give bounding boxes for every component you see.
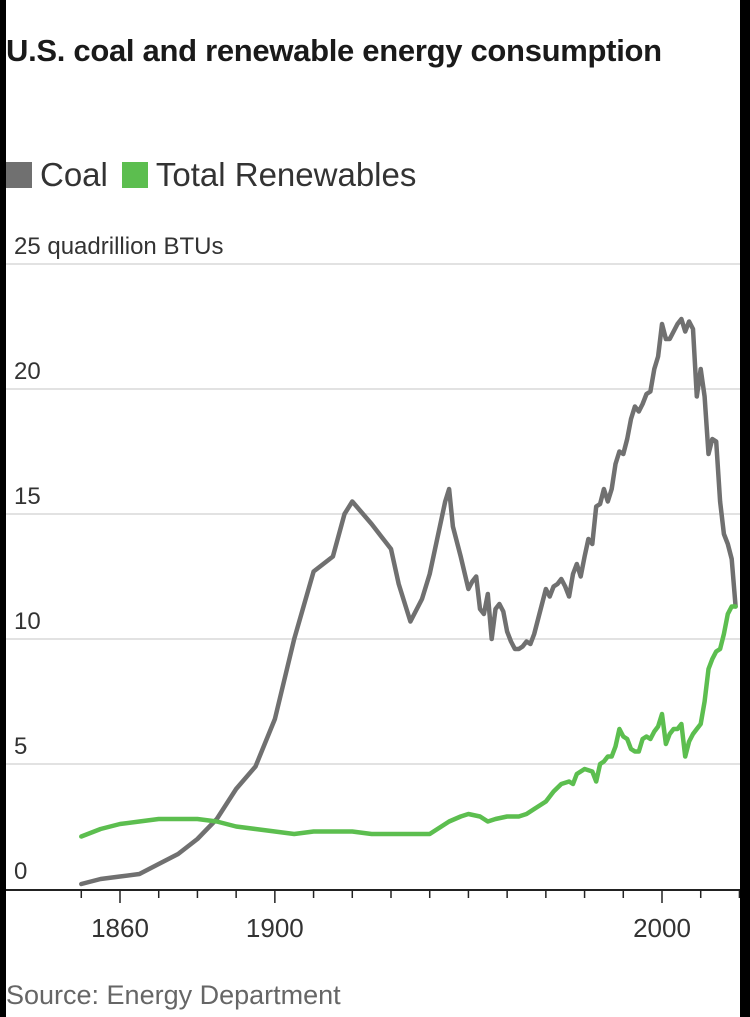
legend-item-renewables: Total Renewables <box>121 156 417 194</box>
legend-swatch-renewables <box>121 162 148 188</box>
legend-label-coal: Coal <box>40 156 108 193</box>
x-tick-label: 2000 <box>633 913 691 943</box>
chart-legend: Coal Total Renewables <box>6 152 430 198</box>
legend-label-renewables: Total Renewables <box>155 156 417 193</box>
line-chart: 0 5 10 15 20 25 quadrillion BTUs 1860 1900 2000 <box>6 233 740 943</box>
legend-swatch-coal <box>6 162 32 188</box>
y-tick-label: 10 <box>14 608 41 635</box>
x-tick-label: 1860 <box>91 913 149 943</box>
chart-source: Source: Energy Department <box>6 980 341 1010</box>
y-tick-label: 5 <box>14 733 27 760</box>
y-tick-label: 15 <box>14 483 41 510</box>
y-tick-label: 0 <box>14 858 27 885</box>
chart-title: U.S. coal and renewable energy consumpti… <box>6 33 662 68</box>
y-axis-unit-label: 25 quadrillion BTUs <box>14 233 223 260</box>
y-tick-label: 20 <box>14 358 41 385</box>
series-line-total-renewables <box>79 604 738 839</box>
series-line-coal <box>79 316 738 887</box>
legend-item-coal: Coal <box>6 156 108 194</box>
x-tick-label: 1900 <box>246 913 304 943</box>
chart-panel: U.S. coal and renewable energy consumpti… <box>6 0 740 1017</box>
